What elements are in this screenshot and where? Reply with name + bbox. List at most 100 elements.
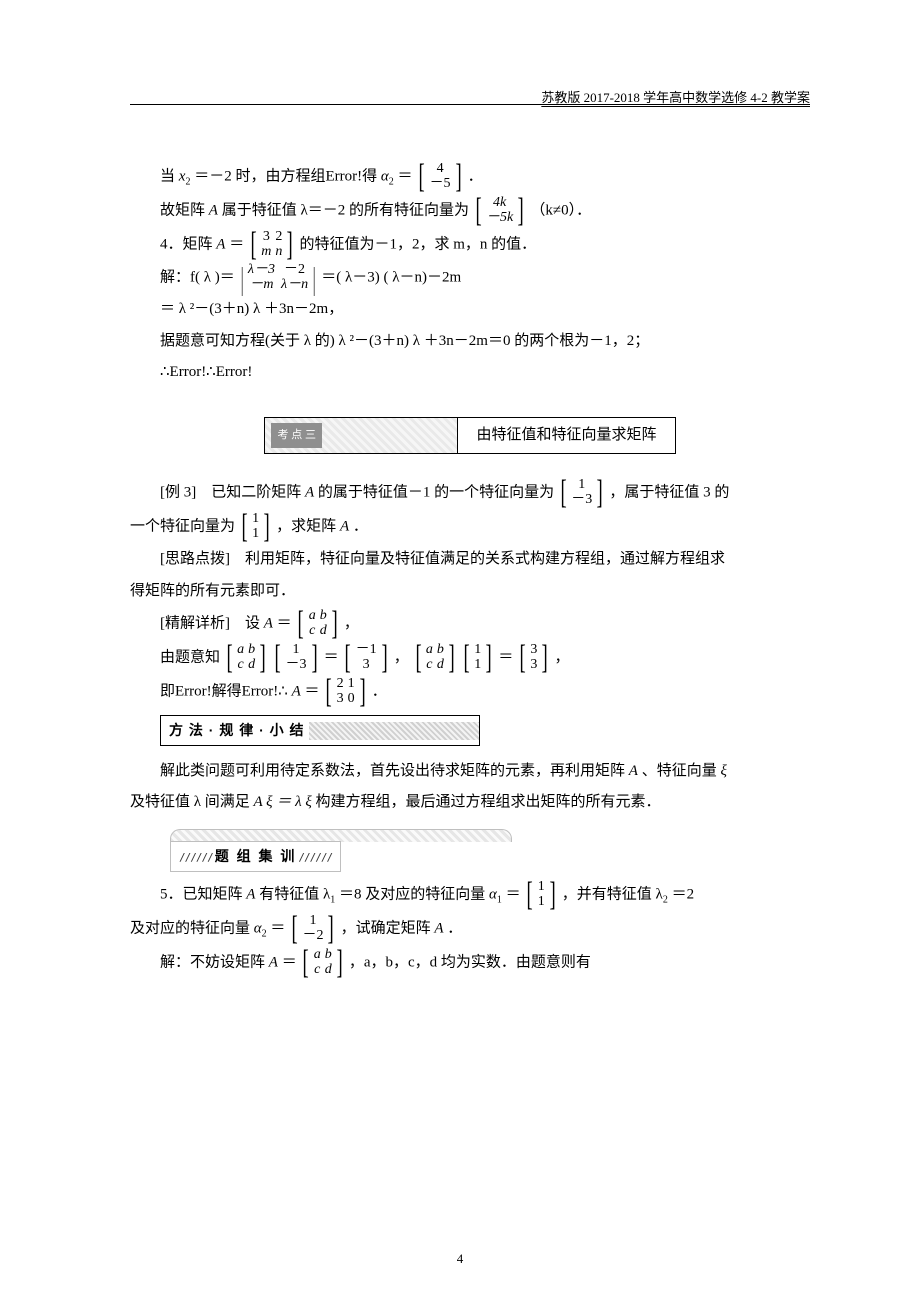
text: ． <box>468 168 483 184</box>
matrix: [1－3] <box>272 641 320 675</box>
text-line: 解：不妨设矩阵 A ＝ [acbd] ，a，b，c，d 均为实数．由题意则有 <box>130 946 810 980</box>
text-line: 4．矩阵 A ＝ [3m2n] 的特征值为－1，2，求 m，n 的值． <box>130 228 810 262</box>
text: ， <box>344 615 359 631</box>
text: 4．矩阵 <box>160 236 216 252</box>
matrix: [11] <box>524 878 558 912</box>
text: ，a，b，c，d 均为实数．由题意则有 <box>349 954 591 970</box>
text: 的特征值为－1，2，求 m，n 的值． <box>299 236 536 252</box>
text: ＝2 <box>672 886 695 902</box>
matrix: [acbd] <box>413 641 458 675</box>
text: 及对应的特征向量 <box>130 920 254 936</box>
hatch-icon <box>309 722 479 740</box>
var: A ξ ＝ λ ξ <box>254 794 312 810</box>
matrix: [1－2] <box>289 912 337 946</box>
text: ＝( λ－3) ( λ－n)－2m <box>321 269 461 285</box>
text-line: 一个特征向量为 [11] ，求矩阵 A ． <box>130 510 810 544</box>
text: 及特征值 λ 间满足 <box>130 794 254 810</box>
matrix: [4k－5k] <box>473 194 527 228</box>
text-line: [精解详析] 设 A ＝ [acbd] ， <box>130 607 810 641</box>
var: α <box>489 886 497 902</box>
matrix: [acbd] <box>295 607 340 641</box>
text-line: 得矩阵的所有元素即可． <box>130 576 810 608</box>
matrix: [11] <box>461 641 495 675</box>
var: A <box>246 886 255 902</box>
text: ，并有特征值 λ <box>562 886 663 902</box>
text: ． <box>447 920 462 936</box>
subscript: 1 <box>497 894 502 905</box>
text-line: 由题意知 [acbd] [1－3] ＝ [－13] ， [acbd] [11] … <box>130 641 810 675</box>
text-line: 及特征值 λ 间满足 A ξ ＝ λ ξ 构建方程组，最后通过方程组求出矩阵的所… <box>130 787 810 819</box>
matrix: [acbd] <box>224 641 269 675</box>
section-badge: 考 点 三 <box>265 418 458 454</box>
subscript: 2 <box>185 176 190 187</box>
text-line: 5．已知矩阵 A 有特征值 λ1 ＝8 及对应的特征向量 α1 ＝ [11] ，… <box>130 878 810 912</box>
matrix: [11] <box>239 510 273 544</box>
text: 解：f( λ )＝ <box>160 269 235 285</box>
subscript: 1 <box>330 894 335 905</box>
text-line: ∴Error!∴Error! <box>130 357 810 389</box>
text: ＝ <box>397 168 412 184</box>
text: 由题意知 <box>160 649 220 665</box>
text-line: 当 x2 ＝－2 时，由方程组Error!得 α2 ＝ [4－5] ． <box>130 160 810 194</box>
var: A <box>434 920 443 936</box>
var: ξ <box>720 763 726 779</box>
text-line: 据题意可知方程(关于 λ 的) λ ²－(3＋n) λ ＋3n－2m＝0 的两个… <box>130 326 810 358</box>
var: A <box>209 202 218 218</box>
section-heading-box: 考 点 三 由特征值和特征向量求矩阵 <box>130 417 810 455</box>
text: [例 3] 已知二阶矩阵 <box>160 484 305 500</box>
text: 、特征向量 <box>642 763 721 779</box>
subscript: 2 <box>663 894 668 905</box>
matrix: [－13] <box>342 641 390 675</box>
text: 一个特征向量为 <box>130 518 235 534</box>
var: A <box>216 236 225 252</box>
matrix: [acbd] <box>300 946 345 980</box>
var: A <box>269 954 278 970</box>
text: ，求矩阵 <box>276 518 340 534</box>
text: ， <box>394 649 409 665</box>
text-line: 即Error!解得Error!∴ A ＝ [2310] ． <box>130 675 810 709</box>
text: ＝ <box>506 886 521 902</box>
text-line: 及对应的特征向量 α2 ＝ [1－2] ，试确定矩阵 A ． <box>130 912 810 946</box>
text: ． <box>353 518 368 534</box>
text: 解此类问题可利用待定系数法，首先设出待求矩阵的元素，再利用矩阵 <box>160 763 629 779</box>
text: 即Error!解得Error!∴ <box>160 683 288 699</box>
text: ＝ <box>229 236 244 252</box>
var: A <box>292 683 301 699</box>
var: α <box>254 920 262 936</box>
text: ． <box>372 683 387 699</box>
var: A <box>264 615 273 631</box>
var: A <box>305 484 314 500</box>
page-header: 苏教版 2017-2018 学年高中数学选修 4-2 教学案 <box>541 84 810 111</box>
determinant: |λ－3－m－2λ－n| <box>239 262 318 294</box>
matrix: [4－5] <box>416 160 464 194</box>
text: 解：不妨设矩阵 <box>160 954 269 970</box>
text: ， <box>555 649 570 665</box>
text: 故矩阵 <box>160 202 209 218</box>
var: A <box>340 518 349 534</box>
var: α <box>381 168 389 184</box>
text-line: 解此类问题可利用待定系数法，首先设出待求矩阵的元素，再利用矩阵 A 、特征向量 … <box>130 756 810 788</box>
text: 当 <box>160 168 179 184</box>
page: 苏教版 2017-2018 学年高中数学选修 4-2 教学案 当 x2 ＝－2 … <box>0 0 920 1302</box>
text: ＝8 及对应的特征向量 <box>339 886 489 902</box>
matrix: [1－3] <box>558 476 606 510</box>
text: ＝ <box>324 649 339 665</box>
text-line: [例 3] 已知二阶矩阵 A 的属于特征值－1 的一个特征向量为 [1－3] ，… <box>130 476 810 510</box>
text: ＝ <box>277 615 292 631</box>
matrix: [3m2n] <box>248 228 296 262</box>
text: ＝ <box>498 649 513 665</box>
header-rule <box>130 104 810 105</box>
text: 的属于特征值－1 的一个特征向量为 <box>318 484 554 500</box>
text: 构建方程组，最后通过方程组求出矩阵的所有元素． <box>316 794 661 810</box>
text: [精解详析] 设 <box>160 615 264 631</box>
text-line: 解：f( λ )＝ |λ－3－m－2λ－n| ＝( λ－3) ( λ－n)－2m <box>130 262 810 294</box>
subscript: 2 <box>389 176 394 187</box>
text: ，属于特征值 3 的 <box>609 484 729 500</box>
text: 有特征值 λ <box>259 886 330 902</box>
text: 属于特征值 λ＝－2 的所有特征向量为 <box>222 202 469 218</box>
section-title: 由特征值和特征向量求矩阵 <box>458 418 674 454</box>
text: ＝ <box>305 683 320 699</box>
page-number: 4 <box>0 1245 920 1272</box>
matrix: [33] <box>517 641 551 675</box>
method-box: 方 法 · 规 律 · 小 结 <box>130 715 810 748</box>
